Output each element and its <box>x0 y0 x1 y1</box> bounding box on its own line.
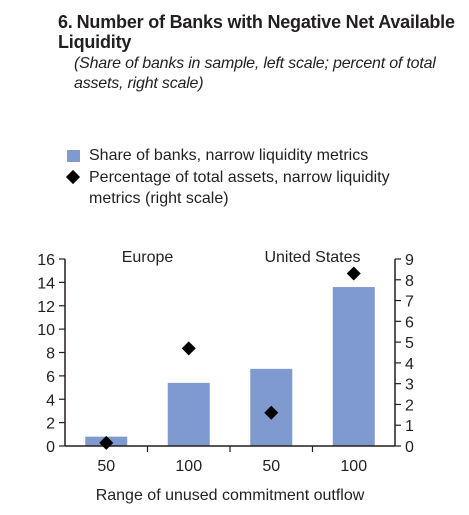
right-tick-label-8: 8 <box>405 273 414 290</box>
right-tick-label-3: 3 <box>405 377 414 394</box>
diamond-marker-0 <box>99 435 114 450</box>
right-tick-label-6: 6 <box>405 314 414 331</box>
right-tick-label-1: 1 <box>405 418 414 435</box>
legend-label-bars: Share of banks, narrow liquidity metrics <box>89 147 369 164</box>
bar-3 <box>332 287 375 446</box>
chart-title: 6. Number of Banks with Negative Net Avai… <box>58 12 458 52</box>
diamond-marker-3 <box>346 266 361 281</box>
diamond-marker-2 <box>264 405 279 420</box>
title-text: Number of Banks with Negative Net Availa… <box>58 12 455 52</box>
title-number: 6. <box>58 12 73 32</box>
x-tick-label-1: 100 <box>175 458 202 475</box>
group-label-0: Europe <box>122 249 174 266</box>
left-tick-label-10: 10 <box>37 322 55 339</box>
chart-subtitle: (Share of banks in sample, left scale; p… <box>74 55 436 92</box>
right-tick-label-2: 2 <box>405 397 414 414</box>
left-tick-label-14: 14 <box>37 275 55 292</box>
left-tick-label-12: 12 <box>37 299 55 316</box>
x-tick-label-3: 100 <box>340 458 367 475</box>
left-tick-label-4: 4 <box>46 392 55 409</box>
right-tick-label-9: 9 <box>405 252 414 269</box>
right-tick-label-7: 7 <box>405 294 414 311</box>
group-label-1: United States <box>264 249 360 266</box>
x-tick-label-2: 50 <box>262 458 280 475</box>
right-tick-label-0: 0 <box>405 439 414 456</box>
left-tick-label-6: 6 <box>46 369 55 386</box>
left-tick-label-8: 8 <box>46 346 55 363</box>
right-tick-label-4: 4 <box>405 356 414 373</box>
bar-swatch-icon <box>67 150 80 162</box>
x-axis-title: Range of unused commitment outflow <box>96 487 365 504</box>
axes-layer <box>59 258 401 452</box>
diamond-marker-1 <box>181 341 196 356</box>
left-tick-label-0: 0 <box>46 439 55 456</box>
left-tick-label-16: 16 <box>37 252 55 269</box>
legend: Share of banks, narrow liquidity metrics… <box>65 145 445 209</box>
bar-1 <box>167 382 210 446</box>
markers-layer <box>99 266 361 450</box>
bars-layer <box>85 287 375 446</box>
title-block: 6. Number of Banks with Negative Net Avai… <box>58 12 458 94</box>
legend-label-diamonds: Percentage of total assets, narrow liqui… <box>89 169 390 207</box>
left-tick-label-2: 2 <box>46 416 55 433</box>
right-tick-label-5: 5 <box>405 335 414 352</box>
x-tick-label-0: 50 <box>97 458 115 475</box>
legend-item-diamonds: Percentage of total assets, narrow liqui… <box>65 167 445 209</box>
legend-item-bars: Share of banks, narrow liquidity metrics <box>65 145 445 166</box>
